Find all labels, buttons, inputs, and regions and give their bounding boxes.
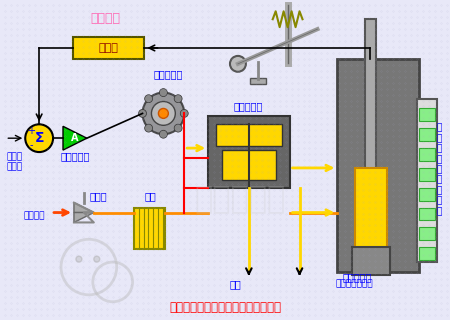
Text: +: + [27, 126, 35, 136]
Bar [417, 99, 436, 262]
Bar [419, 208, 435, 220]
Text: 激水涨知识: 激水涨知识 [194, 185, 286, 214]
Bar [419, 108, 435, 121]
Bar [419, 148, 435, 161]
Bar [222, 150, 276, 180]
Text: 线
性
位
移
差
动
变
送
器: 线 性 位 移 差 动 变 送 器 [437, 124, 442, 216]
Bar [419, 188, 435, 201]
Circle shape [139, 109, 147, 117]
Polygon shape [74, 203, 94, 212]
Circle shape [180, 109, 188, 117]
Bar [250, 78, 266, 84]
Circle shape [230, 56, 246, 72]
Text: A: A [71, 133, 79, 143]
Text: 高压主汽阀和调节汽阀的工作原理图: 高压主汽阀和调节汽阀的工作原理图 [169, 301, 281, 314]
Polygon shape [74, 212, 94, 222]
Bar [216, 124, 282, 146]
Bar [365, 19, 376, 272]
Text: 回油: 回油 [229, 279, 241, 289]
Text: Σ: Σ [34, 131, 44, 145]
Circle shape [94, 256, 100, 262]
Bar [352, 247, 390, 275]
Text: 滤网: 滤网 [144, 191, 156, 201]
Bar [419, 228, 435, 240]
Circle shape [159, 130, 167, 138]
Bar [134, 208, 165, 249]
Text: 电液转换器: 电液转换器 [153, 69, 183, 79]
Bar [419, 128, 435, 141]
Bar [355, 168, 387, 249]
Circle shape [152, 101, 176, 125]
Circle shape [144, 95, 153, 103]
Polygon shape [63, 126, 87, 150]
Text: 高压供油: 高压供油 [23, 211, 45, 220]
Circle shape [25, 124, 53, 152]
Text: 关主汽阀: 关主汽阀 [91, 12, 121, 25]
Bar [73, 37, 144, 59]
Circle shape [143, 92, 184, 134]
Text: 隔绝阀: 隔绝阀 [90, 191, 108, 201]
Text: 主汽阀危急遮断: 主汽阀危急遮断 [335, 279, 373, 288]
Text: 快速卸载阀: 快速卸载阀 [233, 101, 262, 111]
Circle shape [158, 108, 168, 118]
Text: 伺服放大器: 伺服放大器 [60, 151, 90, 161]
Bar [419, 247, 435, 260]
Text: 单侧油动机: 单侧油动机 [342, 272, 372, 282]
Bar [419, 168, 435, 181]
Circle shape [144, 124, 153, 132]
Circle shape [174, 95, 182, 103]
Bar [338, 59, 419, 272]
Text: 解调器: 解调器 [99, 43, 119, 53]
Text: -: - [29, 140, 33, 150]
Circle shape [76, 256, 82, 262]
Text: 控制器
来信号: 控制器 来信号 [6, 152, 23, 172]
Bar [208, 116, 290, 188]
Circle shape [174, 124, 182, 132]
Circle shape [159, 89, 167, 97]
